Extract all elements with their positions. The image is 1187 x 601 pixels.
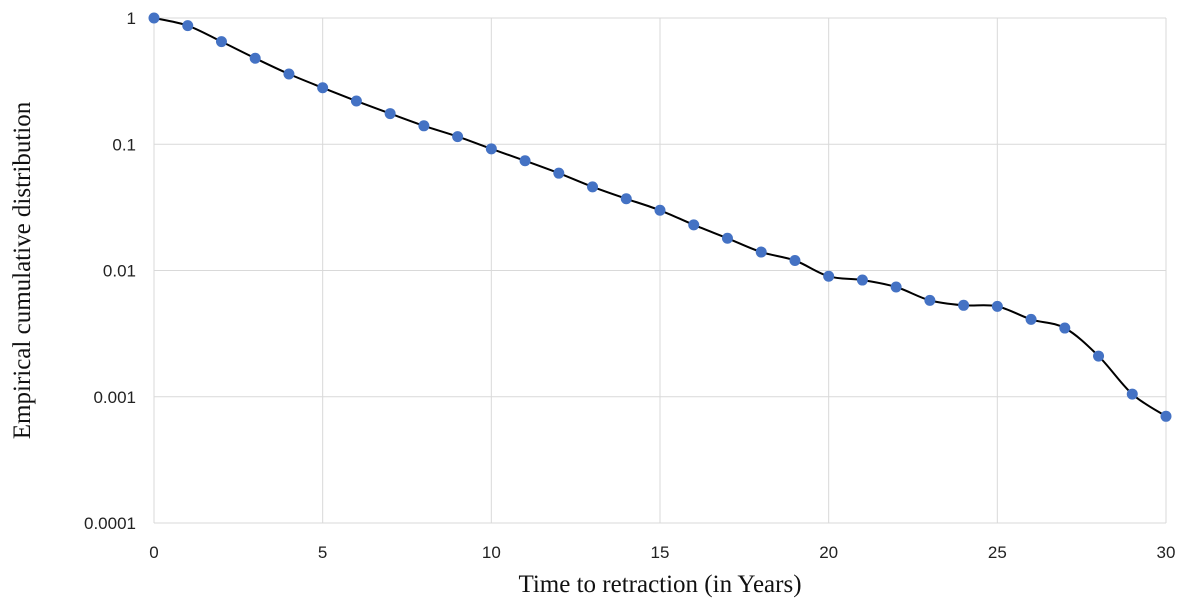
- data-point: [317, 82, 329, 94]
- data-point: [991, 300, 1003, 312]
- data-point: [789, 255, 801, 267]
- data-point: [553, 167, 565, 179]
- y-tick-label: 0.0001: [84, 514, 136, 533]
- x-tick-label: 0: [149, 543, 158, 562]
- x-tick-label: 10: [482, 543, 501, 562]
- data-point: [350, 95, 362, 107]
- data-point: [890, 281, 902, 293]
- data-point: [856, 274, 868, 286]
- y-tick-label: 0.01: [103, 262, 136, 281]
- y-tick-label: 0.1: [112, 135, 136, 154]
- data-point: [924, 294, 936, 306]
- data-point: [148, 12, 160, 24]
- data-point: [958, 299, 970, 311]
- x-tick-label: 25: [988, 543, 1007, 562]
- data-point: [215, 36, 227, 48]
- data-point: [1126, 388, 1138, 400]
- data-point: [485, 143, 497, 155]
- x-tick-label: 20: [819, 543, 838, 562]
- x-tick-label: 5: [318, 543, 327, 562]
- y-tick-label: 0.001: [93, 388, 136, 407]
- data-point: [1025, 313, 1037, 325]
- data-point: [249, 52, 261, 64]
- x-axis-ticks: 0 5 10 15 20 25 30: [149, 543, 1175, 562]
- data-point: [755, 246, 767, 258]
- data-point: [182, 20, 194, 32]
- data-point: [1160, 410, 1172, 422]
- data-point: [823, 270, 835, 282]
- data-point: [587, 181, 599, 193]
- y-tick-label: 1: [127, 9, 136, 28]
- data-point: [688, 219, 700, 231]
- data-point: [519, 155, 531, 167]
- data-point: [654, 204, 666, 216]
- x-axis-title: Time to retraction (in Years): [518, 571, 801, 598]
- x-tick-label: 30: [1157, 543, 1176, 562]
- data-point: [1059, 322, 1071, 334]
- data-point: [452, 131, 464, 143]
- data-point: [721, 232, 733, 244]
- data-point: [283, 68, 295, 80]
- data-point: [620, 193, 632, 205]
- grid: [153, 17, 1167, 524]
- data-point: [384, 108, 396, 120]
- x-tick-label: 15: [651, 543, 670, 562]
- y-axis-title: Empirical cumulative distribution: [9, 101, 36, 439]
- data-point: [418, 120, 430, 132]
- data-point: [1093, 350, 1105, 362]
- data-points: [148, 12, 1172, 422]
- y-axis-ticks: 1 0.1 0.01 0.001 0.0001: [84, 9, 136, 533]
